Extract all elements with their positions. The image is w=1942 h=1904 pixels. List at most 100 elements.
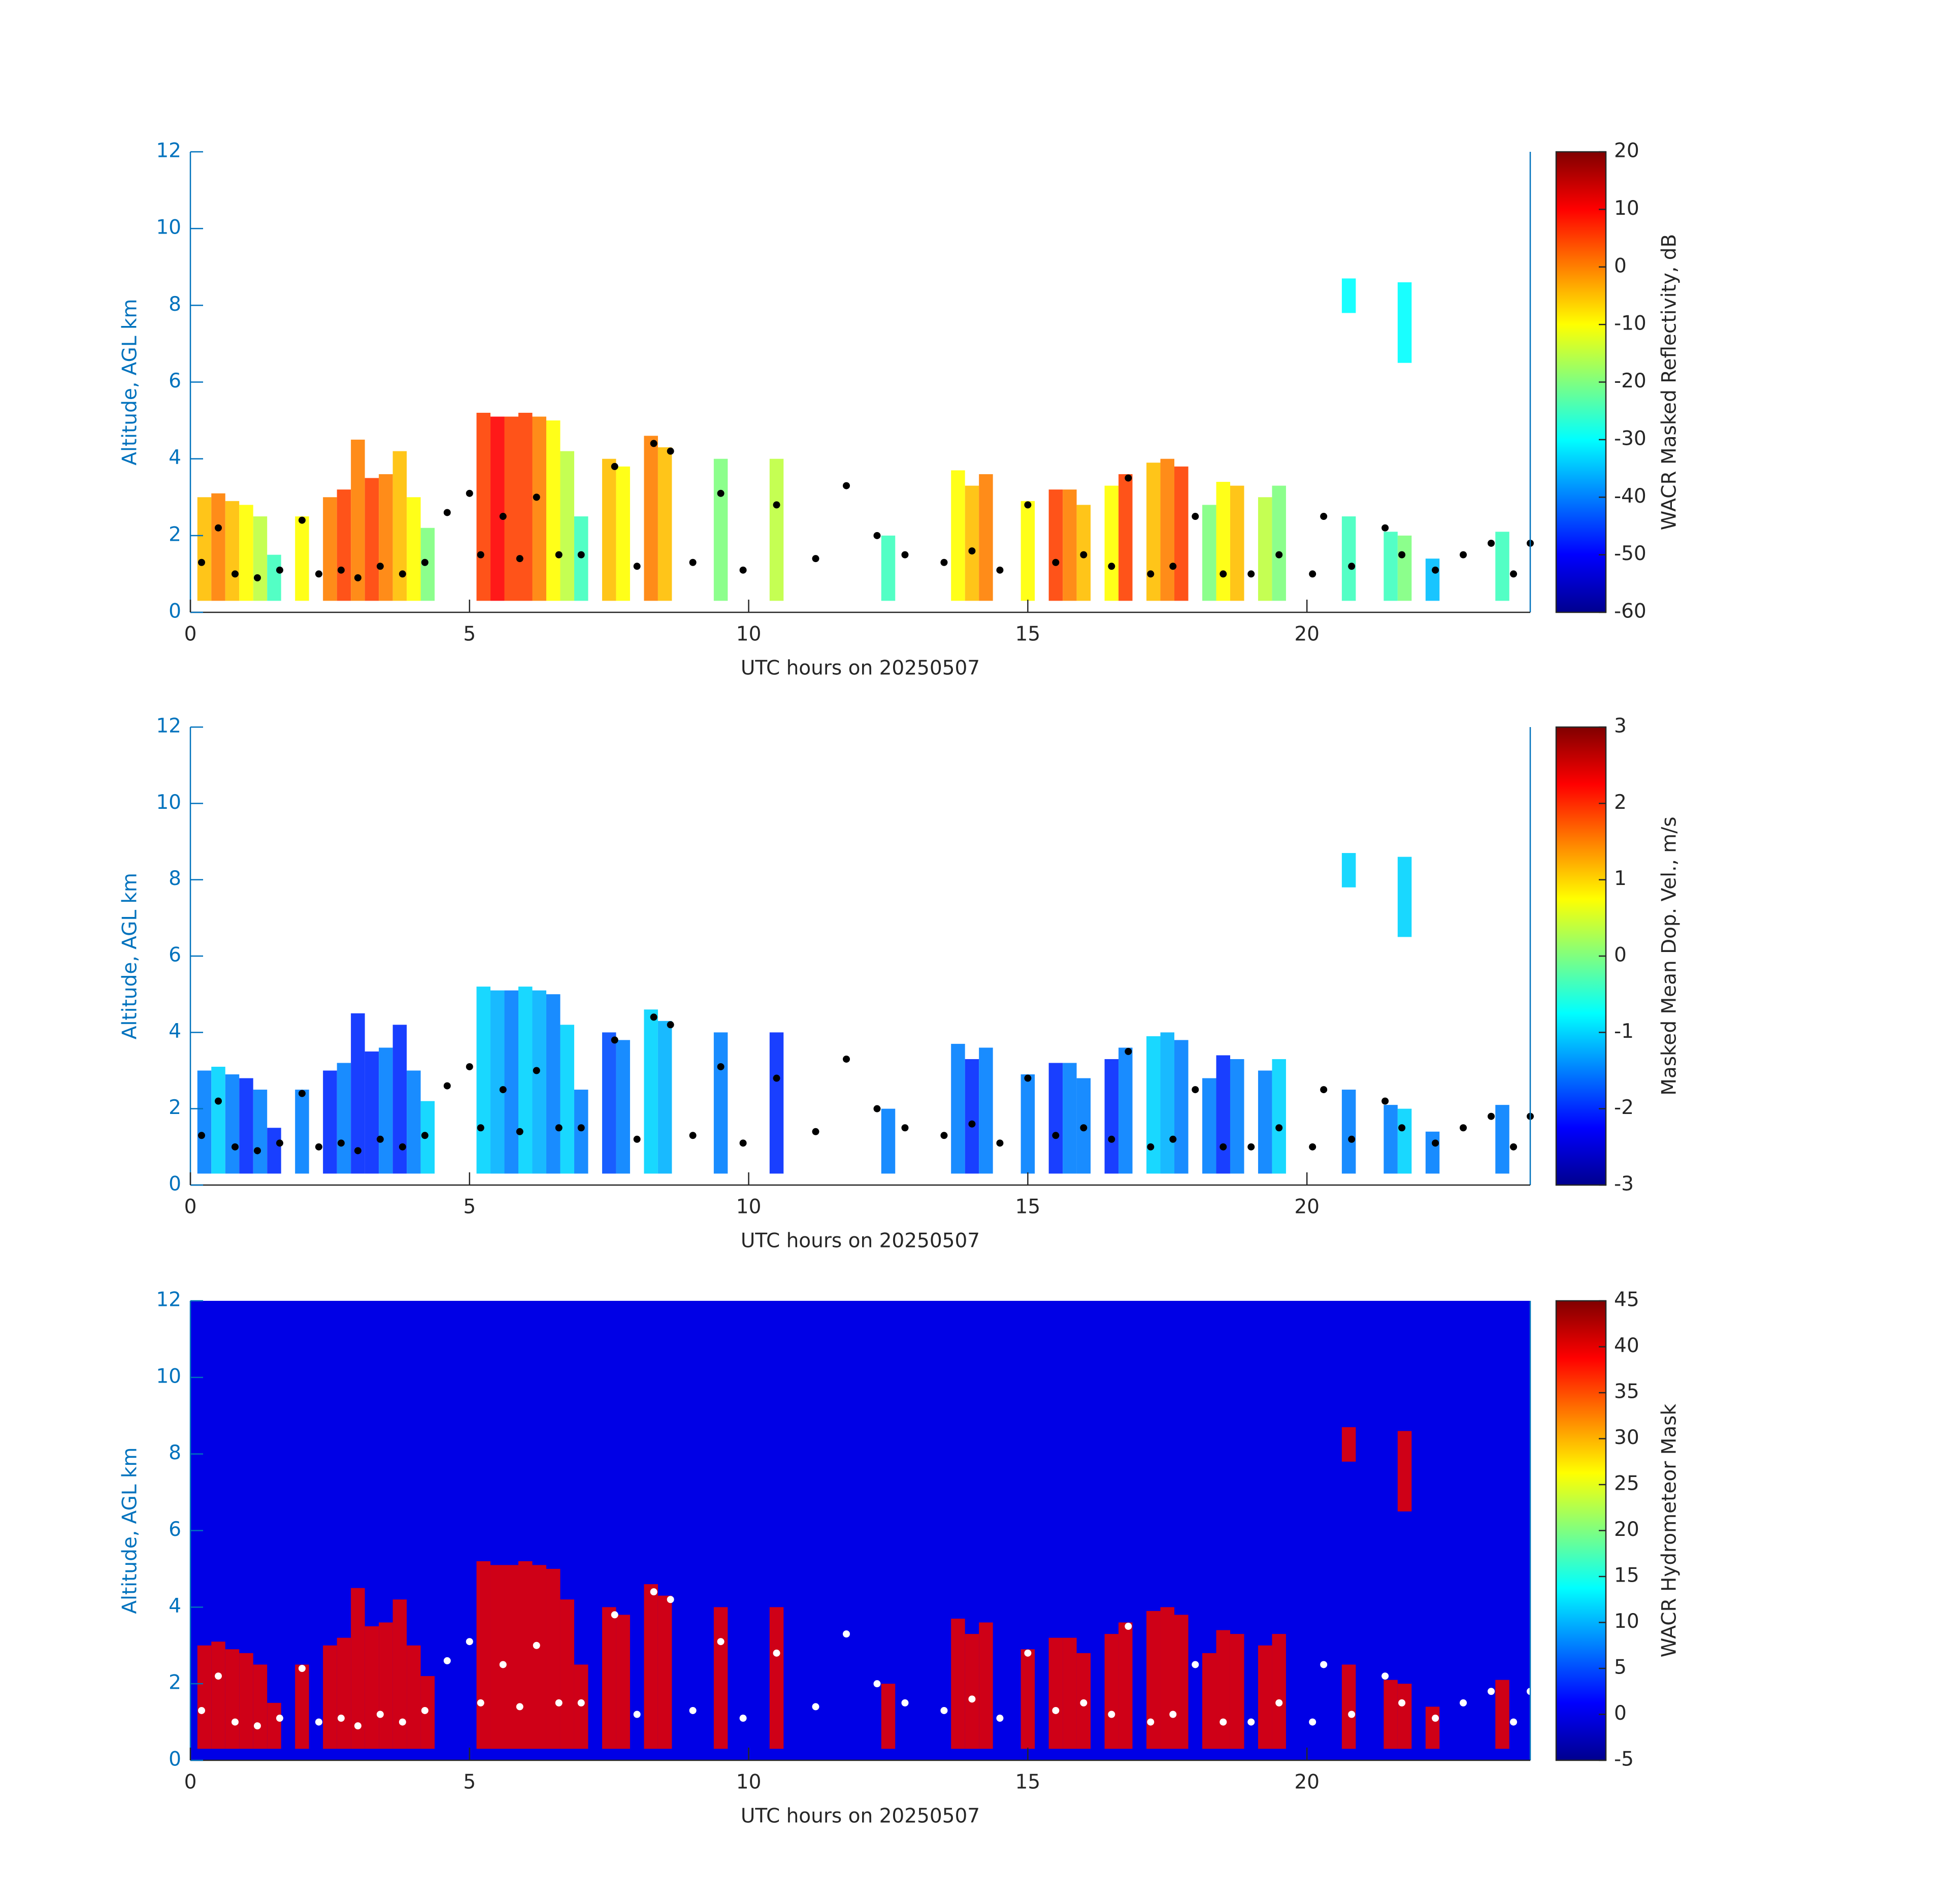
cloud-column [490, 416, 505, 601]
cloud-base-dot [996, 566, 1004, 574]
cloud-base-dot [577, 1124, 585, 1132]
cloud-column [337, 1637, 351, 1749]
cloud-base-dot [276, 1139, 283, 1147]
cloud-base-dot [650, 440, 657, 447]
cloud-column [365, 1626, 379, 1749]
cloud-base-dot [1125, 1623, 1132, 1630]
cloud-base-dot [1108, 1711, 1115, 1718]
cloud-column [1160, 1032, 1175, 1174]
cloud-base-dot [1460, 1124, 1467, 1132]
cloud-column [267, 554, 281, 601]
cloud-base-dot [1169, 1135, 1177, 1143]
cloud-base-dot [689, 1706, 697, 1714]
cloud-column [881, 1108, 896, 1174]
cloud-base-dot [466, 1063, 473, 1070]
colorbar-tick-label: 15 [1614, 1564, 1639, 1587]
colorbar-tick-label: -2 [1614, 1096, 1634, 1119]
cloud-column [1397, 535, 1412, 601]
x-tick-label: 15 [1015, 1196, 1041, 1219]
x-tick-label: 5 [463, 623, 476, 646]
x-tick-label: 10 [736, 1771, 762, 1794]
cloud-column [379, 1047, 393, 1174]
cloud-column [602, 458, 616, 601]
cloud-base-dot [298, 1090, 306, 1097]
cloud-column [951, 470, 965, 601]
cloud-base-dot [577, 551, 585, 559]
cloud-base-dot [667, 1021, 674, 1029]
colorbar-tick-label: -10 [1614, 312, 1647, 335]
cloud-base-dot [667, 447, 674, 455]
cloud-base-dot [276, 1715, 283, 1722]
cloud-base-dot [843, 1055, 850, 1063]
cloud-column [211, 493, 225, 601]
cloud-base-dot [354, 1722, 361, 1730]
cloud-column [1258, 1645, 1272, 1749]
cloud-column [616, 1615, 630, 1749]
cloud-base-dot [399, 1143, 406, 1151]
cloud-base-dot [298, 1665, 306, 1672]
cloud-base-dot [667, 1596, 674, 1603]
cloud-base-dot [1398, 551, 1406, 559]
cloud-column [337, 489, 351, 601]
cloud-column [197, 1645, 212, 1749]
cloud-column [1048, 1063, 1063, 1174]
cloud-base-dot [1147, 1143, 1155, 1151]
cloud-base-dot [231, 570, 239, 578]
cloud-column [1216, 1630, 1230, 1749]
cloud-base-dot [689, 559, 697, 566]
cloud-column [657, 1021, 672, 1174]
cloud-column [1341, 853, 1356, 888]
cloud-base-dot [1169, 563, 1177, 570]
y-tick-label: 6 [169, 1518, 181, 1541]
cloud-column [490, 1565, 505, 1749]
cloud-base-dot [940, 1132, 948, 1139]
cloud-column [225, 1074, 240, 1174]
cloud-column [769, 458, 784, 601]
x-tick-label: 10 [736, 623, 762, 646]
colorbar-tick-label: 20 [1614, 1518, 1639, 1541]
colorbar-tick-label: 0 [1614, 944, 1627, 967]
cloud-base-dot [1108, 563, 1115, 570]
colorbar [1555, 726, 1607, 1186]
cloud-base-dot [1460, 551, 1467, 559]
cloud-base-dot [1108, 1135, 1115, 1143]
cloud-column [1495, 532, 1509, 601]
cloud-column [1384, 1680, 1398, 1749]
y-tick-label: 12 [156, 140, 181, 162]
cloud-column [504, 990, 519, 1174]
colorbar-label: Masked Mean Dop. Vel., m/s [1658, 816, 1681, 1095]
cloud-column [1104, 1059, 1119, 1174]
y-tick-label: 10 [156, 791, 181, 814]
cloud-column [546, 1568, 561, 1749]
cloud-base-dot [443, 1657, 451, 1664]
cloud-column [1063, 1063, 1077, 1174]
cloud-base-dot [477, 1124, 484, 1132]
cloud-base-dot [1320, 1086, 1328, 1094]
cloud-column [518, 1561, 533, 1749]
cloud-base-dot [354, 574, 361, 581]
colorbar-label: WACR Masked Reflectivity, dB [1658, 234, 1681, 530]
cloud-base-dot [1147, 570, 1155, 578]
x-tick-label: 10 [736, 1196, 762, 1219]
y-axis-label: Altitude, AGL km [119, 873, 142, 1039]
cloud-column [1272, 1634, 1286, 1749]
cloud-column [365, 1051, 379, 1174]
y-tick-label: 12 [156, 1289, 181, 1311]
cloud-base-dot [1432, 1139, 1439, 1147]
cloud-base-dot [1510, 1143, 1518, 1151]
colorbar-tick-label: 0 [1614, 254, 1627, 277]
cloud-column [965, 1059, 979, 1174]
x-tick-label: 20 [1294, 1771, 1320, 1794]
cloud-column [1397, 1108, 1412, 1174]
x-tick-label: 20 [1294, 623, 1320, 646]
cloud-column [1048, 489, 1063, 601]
cloud-column [379, 1622, 393, 1749]
cloud-column [267, 1128, 281, 1174]
cloud-base-dot [901, 551, 909, 559]
cloud-base-dot [1432, 566, 1439, 574]
cloud-base-dot [873, 532, 881, 539]
cloud-column [323, 1645, 337, 1749]
colorbar [1555, 151, 1607, 613]
cloud-base-dot [477, 1699, 484, 1706]
y-tick-label: 2 [169, 523, 181, 546]
